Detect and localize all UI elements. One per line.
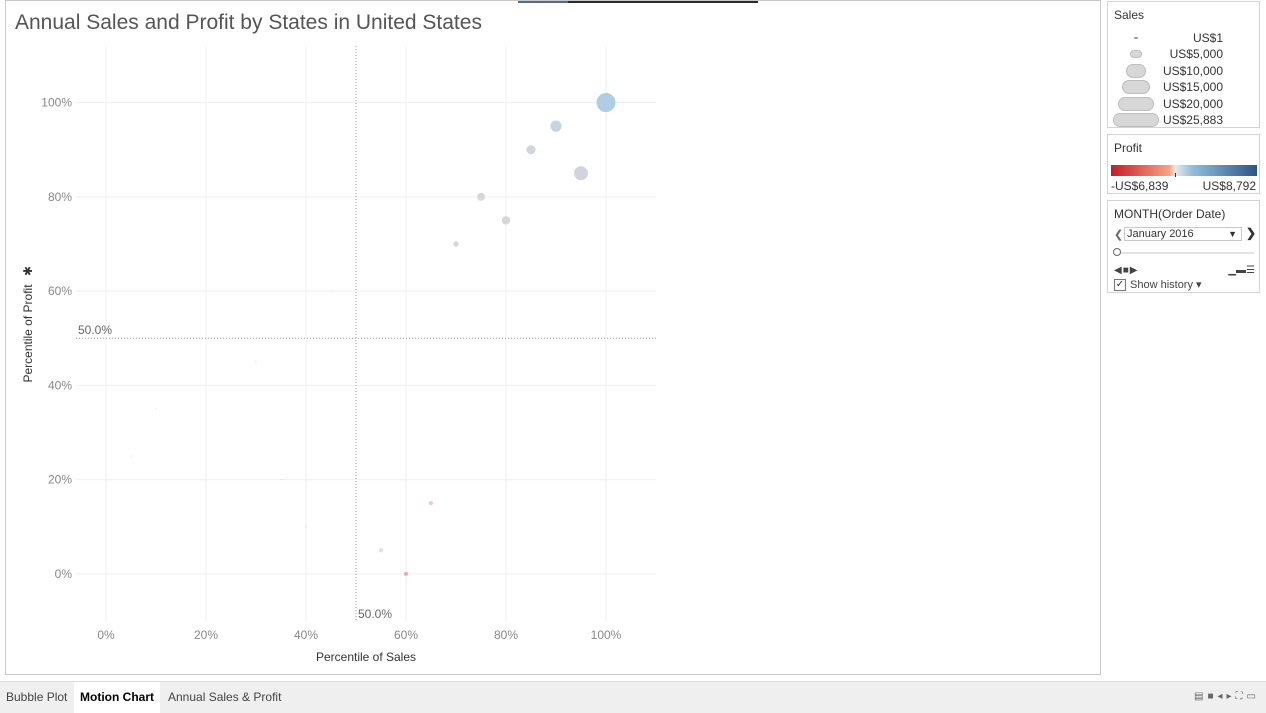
worksheet-area: Annual Sales and Profit by States in Uni… <box>5 0 1101 675</box>
state-bubble[interactable] <box>255 361 257 363</box>
scatter-chart[interactable]: 50.0% 50.0% 0% 20% 40% 60% 80% 100% 0% 20% 40% 60% 8… <box>6 1 1102 676</box>
pages-control-title: MONTH(Order Date) <box>1114 207 1226 221</box>
profit-legend-title: Profit <box>1114 141 1143 155</box>
sales-legend-item[interactable]: US$25,883 <box>1108 112 1259 128</box>
chart-title: Annual Sales and Profit by States in Uni… <box>15 11 482 34</box>
state-bubble[interactable] <box>453 241 459 247</box>
state-bubble[interactable] <box>403 571 409 576</box>
x-tick-label: 20% <box>194 628 218 642</box>
y-tick-label: 0% <box>55 567 73 581</box>
state-bubble[interactable] <box>550 120 562 132</box>
speed-slow-icon[interactable]: ▁ <box>1228 265 1237 276</box>
x-reference-label: 50.0% <box>358 607 392 621</box>
month-select-value: January 2016 <box>1127 228 1194 240</box>
sales-legend-label: US$5,000 <box>1169 47 1223 62</box>
state-bubble[interactable] <box>477 192 485 201</box>
x-tick-label: 40% <box>294 628 318 642</box>
sheet-tab[interactable]: Motion Chart <box>74 682 160 713</box>
speed-medium-icon[interactable]: ▬ <box>1236 265 1247 276</box>
state-bubble[interactable] <box>330 290 332 292</box>
month-select[interactable]: January 2016 ▼ <box>1124 227 1242 241</box>
sales-legend-label: US$1 <box>1192 31 1223 45</box>
y-tick-label: 60% <box>48 284 72 298</box>
profit-max-label: US$8,792 <box>1202 179 1256 193</box>
state-bubble[interactable] <box>378 548 384 553</box>
sales-legend-swatch <box>1129 50 1143 59</box>
status-bar-icons: ▤■◂▸⛶▭ <box>1194 691 1260 702</box>
show-history-label[interactable]: Show history ▾ <box>1130 278 1202 291</box>
toolbar-strip-highlight <box>518 1 568 3</box>
sales-legend-title: Sales <box>1114 8 1145 22</box>
next-page-icon[interactable]: ❯ <box>1246 226 1257 240</box>
fullscreen-icon[interactable]: ⛶ <box>1235 691 1247 702</box>
sales-size-legend[interactable]: Sales US$1 US$5,000 US$10,000 US$15,000 US$2… <box>1107 1 1260 128</box>
state-bubble[interactable] <box>130 455 132 457</box>
profit-color-legend[interactable]: Profit -US$6,839 US$8,792 <box>1107 134 1260 194</box>
y-tick-label: 40% <box>48 378 72 392</box>
previous-page-icon[interactable]: ❮ <box>1114 229 1124 241</box>
state-bubble[interactable] <box>280 479 282 481</box>
toolbar-strip <box>518 1 758 3</box>
play-forward-icon[interactable]: ▶ <box>1129 265 1139 276</box>
show-history-checkbox[interactable]: ✓ <box>1114 279 1126 291</box>
y-reference-label: 50.0% <box>78 323 112 337</box>
speed-fast-icon[interactable]: ☰ <box>1246 265 1255 276</box>
x-axis-title: Percentile of Sales <box>316 650 416 664</box>
sales-legend-swatch <box>1117 96 1155 111</box>
sales-legend-item[interactable]: US$20,000 <box>1108 96 1259 112</box>
profit-zero-marker <box>1175 173 1176 177</box>
state-bubble[interactable] <box>526 145 536 155</box>
next-sheet-icon[interactable]: ▸ <box>1226 691 1236 702</box>
sales-legend-swatch <box>1113 113 1159 127</box>
profit-gradient-bar <box>1111 165 1257 176</box>
state-bubble[interactable] <box>501 216 511 225</box>
page-slider-track[interactable] <box>1114 252 1254 254</box>
state-bubble[interactable] <box>428 501 434 506</box>
y-tick-label: 80% <box>48 190 72 204</box>
y-tick-label: 100% <box>41 96 72 110</box>
state-bubble[interactable] <box>155 408 157 410</box>
state-bubble[interactable] <box>574 166 588 181</box>
state-bubble[interactable] <box>305 526 307 528</box>
sales-legend-item[interactable]: US$5,000 <box>1108 46 1259 62</box>
chevron-down-icon[interactable]: ▼ <box>1228 229 1237 239</box>
presentation-icon[interactable]: ▭ <box>1246 691 1260 702</box>
grid-view-icon[interactable]: ▤ <box>1193 691 1208 702</box>
sales-legend-item[interactable]: US$15,000 <box>1108 79 1259 95</box>
sheet-tab-bar: Bubble Plot Motion Chart Annual Sales & Pr… <box>0 681 1266 713</box>
state-bubble[interactable] <box>596 93 616 113</box>
sheet-tab[interactable]: Bubble Plot <box>6 690 68 704</box>
filmstrip-icon[interactable]: ■ <box>1207 691 1218 702</box>
sales-legend-label: US$15,000 <box>1162 80 1223 95</box>
profit-min-label: -US$6,839 <box>1111 179 1169 193</box>
sales-legend-swatch <box>1133 36 1138 39</box>
sales-legend-label: US$10,000 <box>1162 63 1223 78</box>
sort-icon[interactable]: ✱ <box>21 266 35 276</box>
playback-controls[interactable]: ◀■▶ <box>1114 265 1138 276</box>
x-tick-label: 100% <box>591 628 622 642</box>
sales-legend-label: US$25,883 <box>1162 113 1223 127</box>
sheet-tab[interactable]: Annual Sales & Profit <box>168 690 282 704</box>
caret-down-icon[interactable]: ▾ <box>1196 279 1202 291</box>
pages-control[interactable]: MONTH(Order Date) ❮ January 2016 ▼ ❯ ◀■▶… <box>1107 200 1260 293</box>
y-axis-title: Percentile of Profit <box>21 284 35 383</box>
x-tick-label: 0% <box>97 628 115 642</box>
x-tick-label: 80% <box>494 628 518 642</box>
stop-icon[interactable]: ■ <box>1122 265 1130 276</box>
speed-controls[interactable]: ▁▬☰ <box>1228 265 1255 276</box>
sales-legend-item[interactable]: US$1 <box>1108 30 1259 46</box>
sales-legend-swatch <box>1125 64 1147 78</box>
prev-sheet-icon[interactable]: ◂ <box>1217 691 1227 702</box>
sales-legend-item[interactable]: US$10,000 <box>1108 63 1259 79</box>
show-history-text: Show history <box>1130 279 1193 291</box>
sales-legend-swatch <box>1121 80 1151 95</box>
play-back-icon[interactable]: ◀ <box>1114 265 1123 276</box>
y-tick-label: 20% <box>48 473 72 487</box>
x-tick-label: 60% <box>394 628 418 642</box>
page-slider-handle[interactable] <box>1113 248 1121 256</box>
sales-legend-label: US$20,000 <box>1162 96 1223 111</box>
